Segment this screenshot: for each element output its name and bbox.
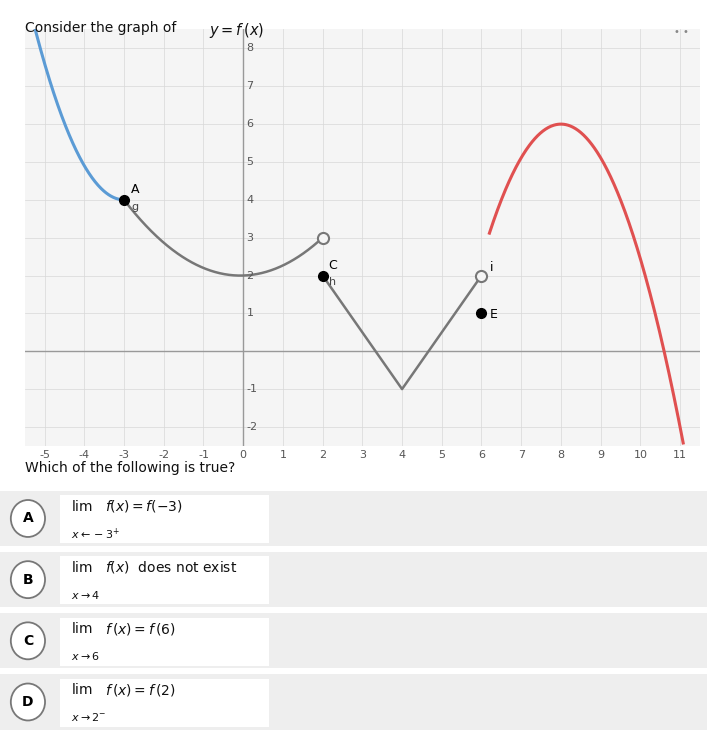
Text: 3: 3 [246, 233, 253, 242]
Text: 8: 8 [246, 43, 254, 53]
Text: Which of the following is true?: Which of the following is true? [25, 461, 235, 475]
Text: 5: 5 [246, 157, 253, 167]
Circle shape [11, 561, 45, 598]
Text: $\lim$: $\lim$ [71, 682, 93, 697]
Text: -2: -2 [246, 422, 257, 432]
Text: D: D [22, 695, 34, 709]
Text: -1: -1 [246, 384, 257, 394]
Text: $f(x)$  does not exist: $f(x)$ does not exist [105, 559, 237, 576]
Text: 2: 2 [246, 270, 254, 281]
Text: $f\,(x) = f\,(2)$: $f\,(x) = f\,(2)$ [105, 682, 175, 698]
Text: g: g [132, 203, 139, 212]
Text: $f\,(x) = f\,(6)$: $f\,(x) = f\,(6)$ [105, 621, 175, 637]
Text: $\lim$: $\lim$ [71, 621, 93, 636]
Text: $x \rightarrow 2^{-}$: $x \rightarrow 2^{-}$ [71, 711, 106, 724]
Text: E: E [489, 308, 497, 321]
Text: i: i [489, 261, 493, 274]
Text: 6: 6 [246, 119, 253, 129]
Text: Consider the graph of: Consider the graph of [25, 21, 180, 35]
Text: $f(x) = f(-3)$: $f(x) = f(-3)$ [105, 498, 182, 514]
Text: 4: 4 [246, 195, 254, 205]
Text: $x \rightarrow 4$: $x \rightarrow 4$ [71, 589, 100, 601]
Text: B: B [23, 573, 33, 587]
Text: C: C [329, 259, 337, 272]
Text: $y = f\,(x)$: $y = f\,(x)$ [209, 21, 264, 40]
Text: 1: 1 [246, 308, 253, 318]
Text: $\lim$: $\lim$ [71, 499, 93, 514]
Text: h: h [329, 277, 336, 287]
Circle shape [11, 622, 45, 660]
Text: C: C [23, 634, 33, 648]
Text: A: A [23, 511, 33, 525]
Text: A: A [132, 183, 140, 196]
Circle shape [11, 500, 45, 537]
Text: $x \leftarrow -3^{+}$: $x \leftarrow -3^{+}$ [71, 526, 119, 542]
Text: • •: • • [674, 27, 689, 37]
Circle shape [11, 683, 45, 721]
Text: $\lim$: $\lim$ [71, 560, 93, 575]
Text: 7: 7 [246, 81, 254, 91]
Text: $x \rightarrow 6$: $x \rightarrow 6$ [71, 650, 100, 663]
